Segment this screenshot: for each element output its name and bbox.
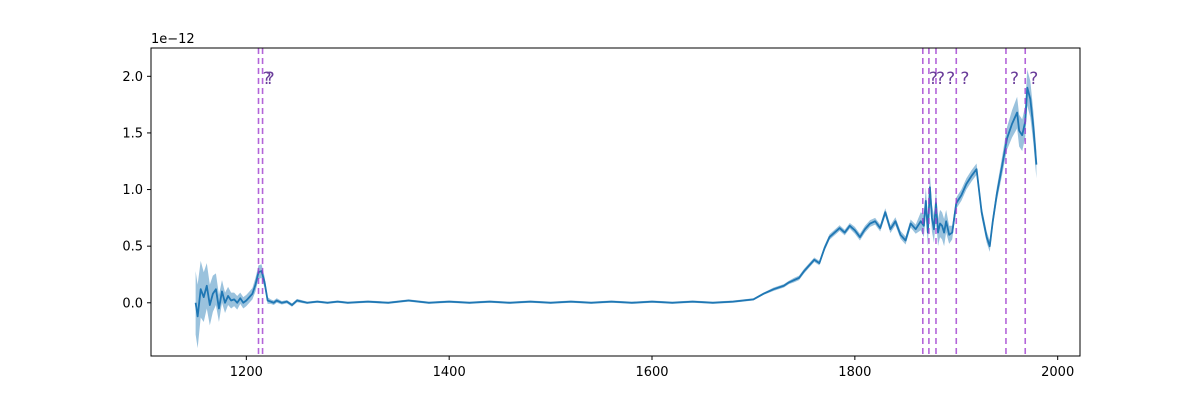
marker-annotation: ?: [946, 69, 955, 89]
uncertainty-band-layer: [195, 69, 1037, 349]
y-tick-label: 0.0: [122, 296, 143, 311]
y-tick-label: 0.5: [122, 240, 143, 255]
plot-frame: [150, 47, 1081, 357]
x-tick-label: 1400: [433, 365, 466, 380]
y-tick-label: 1.0: [122, 183, 143, 198]
y-tick-label: 1.5: [122, 126, 143, 141]
data-line-layer: [194, 86, 1038, 318]
marker-annotation: ?: [936, 69, 945, 89]
y-tick-label: 2.0: [122, 70, 143, 85]
annotation-layer: ????????: [263, 69, 1039, 89]
marker-annotation: ?: [263, 69, 272, 89]
marker-annotation: ?: [960, 69, 969, 89]
y-offset-label: 1e−12: [151, 32, 195, 47]
x-tick-label: 2000: [1041, 365, 1074, 380]
flux-line: [194, 86, 1038, 318]
uncertainty-band: [195, 69, 1037, 349]
marker-annotation: ?: [929, 69, 938, 89]
marker-lines-layer: [257, 48, 1027, 356]
x-axis-ticks: 1200 1400 1600 1800 2000: [230, 356, 1074, 380]
marker-annotation: ?: [1029, 69, 1038, 89]
x-tick-label: 1800: [838, 365, 871, 380]
marker-annotation: ?: [266, 69, 275, 89]
x-tick-label: 1600: [635, 365, 668, 380]
marker-annotation: ?: [1010, 69, 1019, 89]
y-axis-ticks: 0.0 0.5 1.0 1.5 2.0: [122, 70, 151, 311]
x-tick-label: 1200: [230, 365, 263, 380]
